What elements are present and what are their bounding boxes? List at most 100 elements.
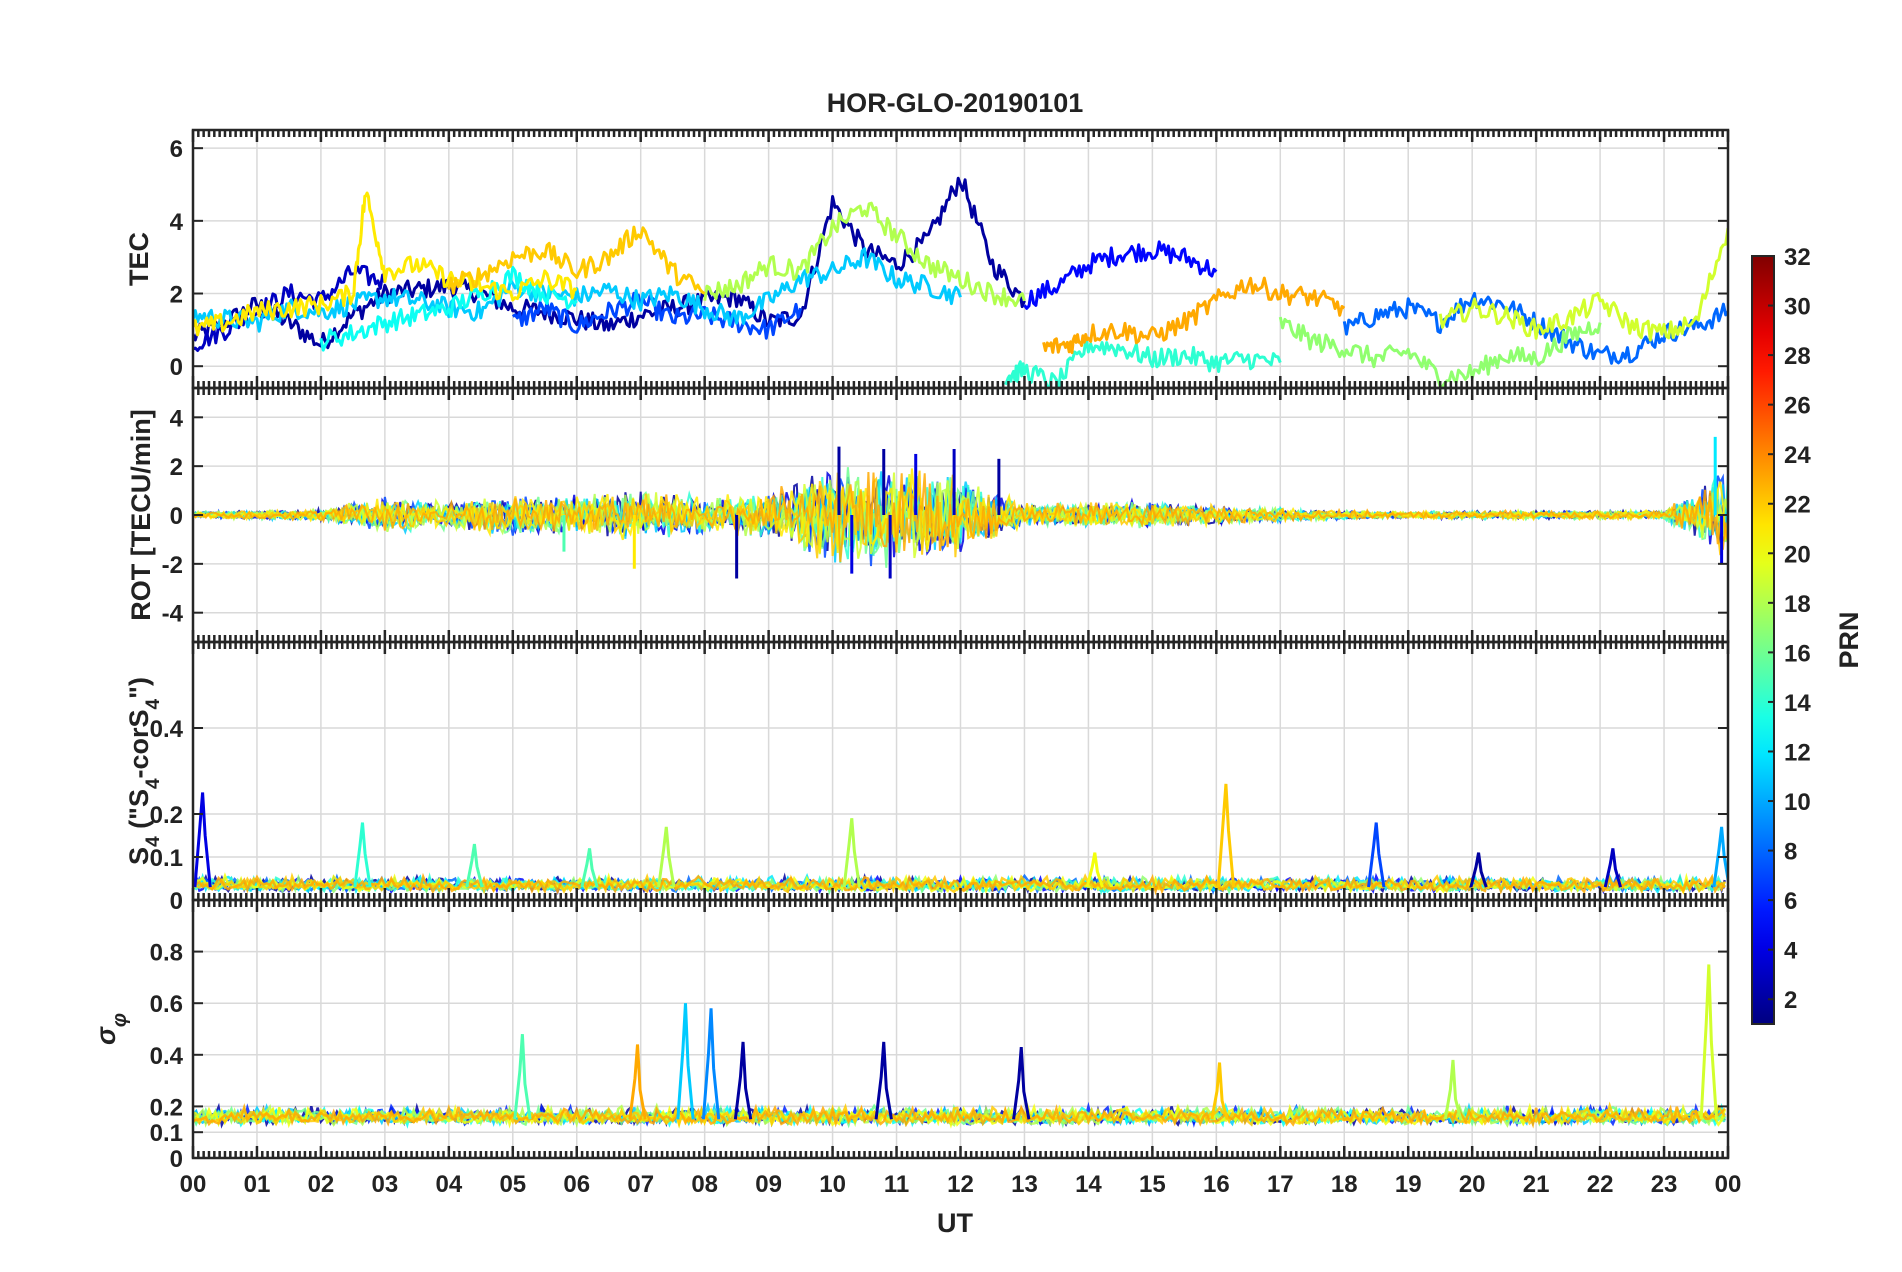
tec-series-prn-22 [447, 225, 706, 295]
x-minor-ticks-tec [191, 130, 1730, 388]
x-tick-label: 14 [1075, 1171, 1102, 1198]
colorbar-tick-label: 24 [1784, 442, 1811, 469]
tec-series-prn-13 [319, 265, 578, 352]
sigma-spike [513, 1034, 532, 1120]
y-tick-label: 0 [170, 888, 183, 915]
sigma-spike [628, 1044, 647, 1120]
tec-series-prn-2 [193, 176, 1026, 350]
y-axis-label-sigma: σφ [91, 1013, 131, 1045]
s4-spike [1712, 826, 1728, 888]
s4-spike [465, 843, 484, 888]
x-tick-label: 17 [1267, 1171, 1294, 1198]
sigma-spike [874, 1041, 893, 1120]
tec-series-prn-7 [511, 291, 803, 340]
x-tick-labels: 00 01 02 03 04 05 06 07 08 09 10 11 12 13 14 15 16 17 18 19… [180, 1171, 1742, 1198]
y-tick-label: 6 [170, 136, 183, 163]
y-tick-labels-s4: 0 0.1 0.2 0.4 [150, 716, 1728, 915]
tec-series-prn-19 [1438, 227, 1728, 342]
colorbar-tick-label: 18 [1784, 591, 1811, 618]
x-tick-label: 07 [627, 1171, 654, 1198]
x-tick-label: 00 [180, 1171, 207, 1198]
colorbar-tick-label: 32 [1784, 244, 1811, 271]
colorbar-tick-label: 28 [1784, 343, 1811, 370]
y-tick-label: 0.1 [150, 1120, 183, 1147]
x-tick-label: 08 [691, 1171, 718, 1198]
y-tick-labels-tec: 0 2 4 6 [170, 136, 1728, 381]
y-tick-label: 0.4 [150, 716, 184, 743]
panel-rot: -4 -2 0 2 4 ROT [TECU/min] [126, 386, 1730, 644]
series-tec [193, 176, 1728, 388]
x-tick-label: 22 [1587, 1171, 1614, 1198]
x-tick-label: 01 [244, 1171, 271, 1198]
s4-spike [1469, 852, 1488, 888]
s4-spike [842, 818, 861, 888]
x-tick-label: 23 [1651, 1171, 1678, 1198]
s4-spike [353, 822, 372, 888]
sigma-spike [733, 1041, 753, 1120]
y-tick-label: 0.8 [150, 940, 183, 967]
tec-series-prn-21 [193, 191, 578, 337]
x-tick-label: 00 [1715, 1171, 1742, 1198]
y-tick-label: 4 [170, 405, 184, 432]
colorbar-tick-label: 16 [1784, 640, 1811, 667]
x-axis-label: UT [937, 1208, 973, 1238]
grid-s4 [192, 642, 1729, 901]
x-tick-label: 13 [1011, 1171, 1038, 1198]
x-tick-label: 11 [884, 1171, 909, 1198]
sigma-spike [1443, 1059, 1463, 1120]
x-tick-label: 09 [755, 1171, 782, 1198]
panel-sigma: 00.10.2 0.4 0.6 0.8 σφ [91, 898, 1730, 1173]
sigma-series-prn-23 [193, 1102, 1726, 1129]
s4-spike [580, 848, 599, 888]
sigma-spike [1210, 1062, 1229, 1120]
y-tick-label: 0 [170, 1146, 183, 1173]
s4-spike [1216, 783, 1236, 888]
series-sigma [193, 964, 1727, 1129]
colorbar-tick-label: 22 [1784, 492, 1811, 519]
x-tick-label: 20 [1459, 1171, 1486, 1198]
rot-series-prn-22 [193, 470, 1728, 559]
colorbar-label: PRN [1834, 611, 1864, 668]
y-tick-label: 0 [170, 354, 183, 381]
x-tick-label: 12 [947, 1171, 974, 1198]
y-tick-label: 0.2 [150, 802, 183, 829]
s4-series-prn-23 [193, 872, 1726, 896]
x-minor-ticks-sigma [191, 900, 1730, 1158]
colorbar-tick-label: 6 [1784, 888, 1797, 915]
panel-tec: 0 2 4 6 TEC [124, 128, 1730, 390]
colorbar-tick-label: 12 [1784, 739, 1811, 766]
chart-title: HOR-GLO-20190101 [827, 88, 1084, 118]
rot-series-prn-23 [193, 472, 1728, 563]
y-tick-label: 2 [170, 454, 183, 481]
sigma-spike [701, 1008, 721, 1120]
x-tick-label: 03 [372, 1171, 399, 1198]
colorbar-tick-label: 4 [1784, 938, 1798, 965]
y-axis-label-s4: S4 ("S4-corS4") [124, 677, 164, 865]
tec-series-prn-5 [1023, 240, 1218, 310]
series-rot [193, 436, 1728, 579]
y-tick-label: 4 [170, 209, 184, 236]
colorbar-tick-label: 8 [1784, 839, 1797, 866]
y-tick-label: -4 [162, 601, 184, 628]
s4-spike [1367, 822, 1386, 888]
tec-series-prn-18 [703, 201, 1026, 308]
colorbar-tick-label: 20 [1784, 541, 1811, 568]
y-tick-label: 2 [170, 282, 183, 309]
series-s4 [193, 783, 1728, 896]
y-tick-label: 0.4 [150, 1043, 184, 1070]
colorbar-gradient [1751, 255, 1775, 1025]
colorbar-tick-label: 30 [1784, 294, 1811, 321]
s4-spike [657, 826, 676, 888]
panel-s4: 0 0.1 0.2 0.4S4 ("S4-corS4") [124, 640, 1730, 915]
y-tick-labels-sigma: 00.10.2 0.4 0.6 0.8 [150, 940, 1728, 1173]
colorbar-tick-label: 14 [1784, 690, 1811, 717]
x-tick-label: 04 [435, 1171, 462, 1198]
tec-series-prn-3 [193, 264, 387, 352]
sigma-spike [1012, 1046, 1031, 1120]
x-tick-label: 19 [1395, 1171, 1422, 1198]
s4-series-prn-22 [193, 872, 1726, 895]
y-axis-label-tec: TEC [124, 232, 154, 286]
